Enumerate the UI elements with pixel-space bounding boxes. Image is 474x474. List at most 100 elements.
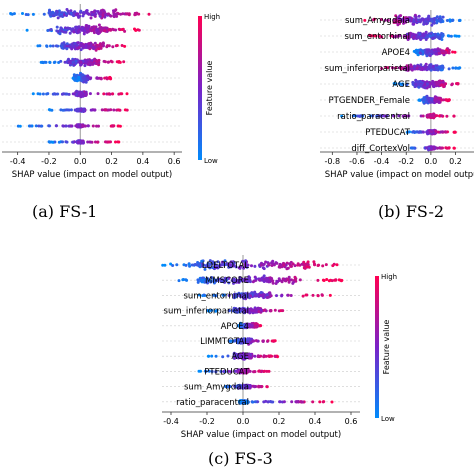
point-f1 xyxy=(290,264,293,268)
point-f9 xyxy=(94,140,97,144)
point-f3 xyxy=(87,42,91,46)
point-f9 xyxy=(76,140,80,144)
feature-label-7: AGE xyxy=(231,352,249,362)
point-f9 xyxy=(253,385,256,389)
point-f2 xyxy=(325,278,329,281)
point-f4 xyxy=(413,64,416,68)
point-f8 xyxy=(258,369,262,373)
point-f10 xyxy=(264,399,268,403)
point-f2 xyxy=(422,34,425,38)
point-f1 xyxy=(430,23,434,27)
point-f1 xyxy=(61,11,64,15)
point-f4 xyxy=(102,59,106,63)
point-f1 xyxy=(119,12,123,16)
point-f7 xyxy=(210,354,214,358)
point-f2 xyxy=(77,28,81,32)
feature-label-4: sum_inferiorparietal xyxy=(325,64,410,74)
point-f1 xyxy=(296,262,300,266)
point-f3 xyxy=(249,294,253,298)
point-f4 xyxy=(410,65,414,69)
point-f8 xyxy=(34,124,38,128)
point-f6 xyxy=(437,96,441,100)
point-f2 xyxy=(440,38,444,41)
point-f2 xyxy=(405,32,409,36)
point-f1 xyxy=(331,264,335,268)
point-f8 xyxy=(18,124,22,128)
point-f2 xyxy=(95,28,99,31)
x-tick-label-6: 0.2 xyxy=(449,157,462,166)
point-f2 xyxy=(455,34,459,38)
point-f2 xyxy=(316,278,320,282)
point-f1 xyxy=(182,263,186,267)
point-f8 xyxy=(62,124,65,128)
point-f3 xyxy=(268,291,272,295)
point-f9 xyxy=(71,140,75,144)
point-f4 xyxy=(454,66,458,70)
point-f5 xyxy=(431,82,435,86)
point-f2 xyxy=(441,35,444,38)
point-f6 xyxy=(51,92,55,96)
point-f8 xyxy=(117,124,121,128)
point-f2 xyxy=(389,34,393,38)
point-f3 xyxy=(93,41,97,45)
point-f1 xyxy=(396,23,400,27)
point-f1 xyxy=(267,262,271,266)
point-f4 xyxy=(437,65,441,69)
point-f6 xyxy=(88,92,92,96)
feature-label-10: ratio_paracentral xyxy=(176,398,249,408)
point-f10 xyxy=(318,400,322,404)
point-f8 xyxy=(199,369,202,373)
point-f9 xyxy=(86,140,90,144)
point-f2 xyxy=(374,34,378,38)
point-f2 xyxy=(77,25,81,29)
point-f6 xyxy=(56,92,60,96)
feature-label-6: PTGENDER_Female xyxy=(329,96,410,106)
point-f3 xyxy=(416,53,420,57)
point-f1 xyxy=(397,16,401,20)
point-f2 xyxy=(433,32,437,36)
point-f5 xyxy=(423,83,427,87)
point-f7 xyxy=(104,108,108,112)
point-f10 xyxy=(253,400,257,404)
point-f1 xyxy=(85,9,89,13)
point-f1 xyxy=(397,19,401,23)
point-f8 xyxy=(426,130,429,134)
point-f10 xyxy=(290,400,294,404)
point-f1 xyxy=(93,14,97,18)
point-f7 xyxy=(116,108,120,112)
point-f3 xyxy=(418,51,422,55)
point-f1 xyxy=(101,14,105,18)
point-f7 xyxy=(267,354,271,358)
point-f1 xyxy=(193,263,197,267)
point-f1 xyxy=(450,18,454,22)
point-f6 xyxy=(117,92,121,96)
point-f9 xyxy=(104,140,107,144)
point-f3 xyxy=(316,294,320,297)
point-f2 xyxy=(397,34,401,38)
point-f1 xyxy=(89,16,93,20)
point-f2 xyxy=(68,27,72,30)
point-f8 xyxy=(40,124,44,128)
point-f1 xyxy=(48,11,51,15)
caption-fs2: (b) FS-2 xyxy=(378,202,445,221)
point-f5 xyxy=(259,324,263,328)
point-f1 xyxy=(386,18,390,22)
point-f6 xyxy=(428,97,432,101)
point-f4 xyxy=(262,308,266,312)
point-f4 xyxy=(67,57,70,61)
point-f3 xyxy=(76,46,79,50)
point-f10 xyxy=(311,400,315,404)
point-f2 xyxy=(55,25,59,29)
point-f5 xyxy=(456,82,460,86)
point-f2 xyxy=(340,278,344,282)
point-f1 xyxy=(302,263,306,267)
point-f1 xyxy=(324,263,328,267)
point-f3 xyxy=(45,44,49,48)
x-tick-label-3: 0.0 xyxy=(74,157,87,166)
point-f2 xyxy=(251,280,255,284)
point-f2 xyxy=(196,280,200,284)
point-f2 xyxy=(257,278,261,282)
point-f8 xyxy=(97,124,100,128)
point-f1 xyxy=(98,14,102,18)
